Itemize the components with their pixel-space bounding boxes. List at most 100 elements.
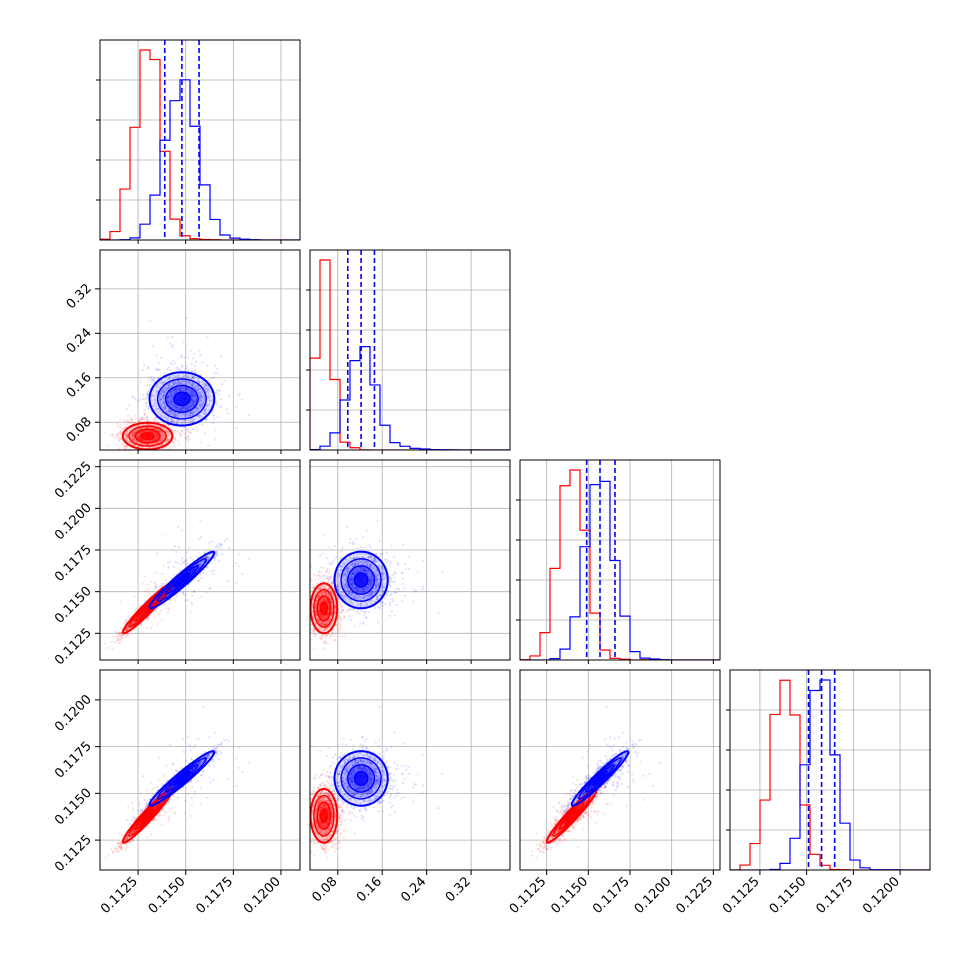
scatter-point [173,381,176,384]
scatter-point [172,403,175,406]
scatter-point [173,436,176,439]
scatter-point [189,406,192,409]
scatter-point [147,617,150,620]
scatter-point [192,392,195,395]
scatter-point [156,435,159,438]
scatter-point [109,434,113,437]
scatter-point [160,392,163,395]
scatter-point [144,575,147,578]
scatter-point [162,390,165,393]
scatter-point [156,436,159,439]
scatter-point [203,384,206,387]
scatter-point [163,434,166,438]
scatter-point [117,641,120,645]
scatter-point [199,414,202,417]
scatter-point [158,399,161,402]
scatter-point [185,373,188,376]
scatter-point [156,435,159,438]
scatter-point [197,379,200,382]
scatter-point [197,563,200,566]
scatter-point [168,410,171,413]
scatter-point [125,628,128,631]
scatter-point [146,393,149,396]
scatter-point [189,610,192,613]
scatter-point [191,393,194,396]
scatter-point [154,585,157,588]
scatter-point [171,394,174,397]
scatter-point [132,431,135,434]
scatter-point [125,435,128,438]
scatter-point [166,418,169,421]
scatter-point [132,620,135,624]
scatter-point [189,349,192,353]
scatter-point [166,438,170,441]
scatter-point [165,440,168,443]
scatter-point [168,396,171,399]
scatter-point [163,409,166,412]
scatter-point [159,397,162,400]
panel-content [310,250,510,450]
scatter-point [168,375,172,378]
scatter-point [214,391,217,394]
scatter-point [132,435,135,439]
scatter-point [104,642,107,645]
scatter-point [163,401,166,404]
scatter-point [141,438,144,441]
scatter-point [193,395,196,398]
scatter-point [170,395,173,398]
scatter-point [179,389,182,392]
scatter-point [159,437,162,440]
scatter-point [173,388,177,391]
scatter-point [198,396,201,399]
scatter-point [172,413,175,416]
scatter-point [206,384,209,388]
scatter-point [191,375,194,378]
scatter-point [167,416,170,419]
scatter-point [210,552,213,556]
scatter-point [159,440,162,443]
scatter-point [209,586,212,590]
scatter-point [133,431,136,434]
scatter-point [199,404,202,407]
scatter-point [206,565,209,568]
scatter-point [203,382,206,386]
scatter-point [154,397,157,400]
scatter-point [146,384,149,387]
scatter-point [180,430,184,433]
scatter-point [189,431,192,434]
scatter-point [131,443,134,446]
scatter-point [126,436,129,439]
scatter-point [171,420,175,423]
scatter-point [188,404,191,407]
scatter-point [183,419,186,422]
scatter-point [208,399,211,402]
scatter-point [192,402,195,405]
scatter-point [170,400,173,403]
scatter-point [241,398,244,401]
scatter-point [152,431,156,434]
scatter-point [145,430,148,433]
scatter-point [216,551,219,554]
scatter-point [129,428,132,431]
scatter-point [144,404,147,407]
scatter-point [177,373,180,376]
scatter-point [153,416,156,420]
scatter-point [169,392,173,395]
scatter-point [177,406,180,409]
scatter-point [199,392,203,395]
scatter-point [124,636,128,639]
scatter-point [172,389,175,392]
scatter-point [181,380,184,383]
scatter-point [192,569,195,572]
scatter-point [191,594,194,597]
scatter-point [169,409,172,412]
scatter-point [169,400,172,403]
scatter-point [119,639,122,642]
scatter-point [185,316,188,319]
scatter-point [202,401,206,404]
scatter-point [117,631,120,634]
scatter-point [187,428,190,431]
scatter-point [127,614,130,617]
scatter-point [168,384,171,387]
